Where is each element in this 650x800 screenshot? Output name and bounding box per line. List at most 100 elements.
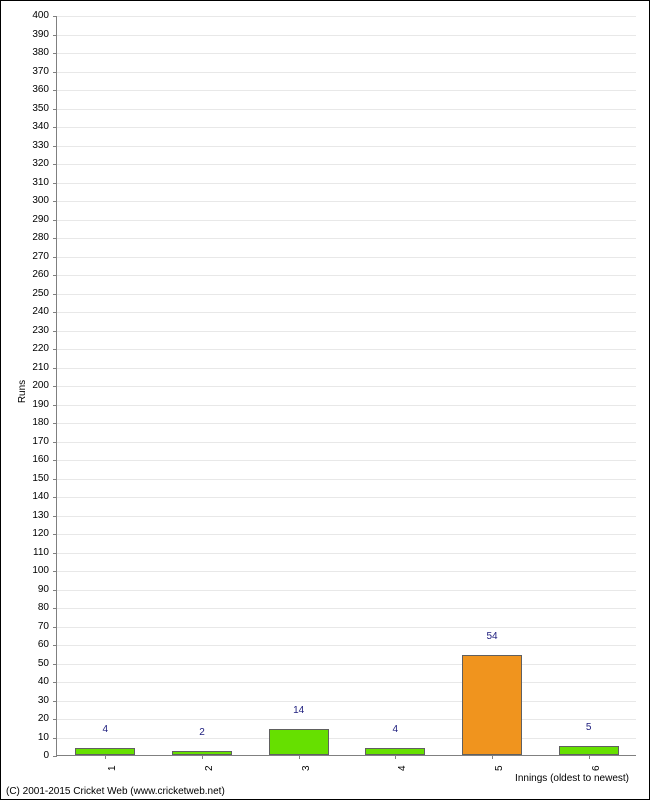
xtick-mark	[202, 755, 203, 759]
gridline	[57, 571, 636, 572]
xtick-label: 1	[107, 765, 118, 771]
xtick-label: 6	[591, 765, 602, 771]
gridline	[57, 220, 636, 221]
gridline	[57, 664, 636, 665]
ytick-label: 390	[9, 30, 49, 40]
ytick-label: 140	[9, 492, 49, 502]
bar-value-label: 4	[393, 724, 399, 735]
gridline	[57, 312, 636, 313]
gridline	[57, 349, 636, 350]
copyright-text: (C) 2001-2015 Cricket Web (www.cricketwe…	[6, 786, 225, 797]
ytick-mark	[53, 497, 57, 498]
xtick-label: 5	[494, 765, 505, 771]
gridline	[57, 35, 636, 36]
gridline	[57, 608, 636, 609]
bar-value-label: 4	[103, 724, 109, 735]
ytick-mark	[53, 423, 57, 424]
ytick-label: 60	[9, 640, 49, 650]
ytick-mark	[53, 553, 57, 554]
ytick-mark	[53, 127, 57, 128]
xtick-label: 2	[204, 765, 215, 771]
ytick-mark	[53, 238, 57, 239]
ytick-label: 190	[9, 400, 49, 410]
ytick-label: 240	[9, 307, 49, 317]
bar	[462, 655, 522, 755]
ytick-label: 120	[9, 529, 49, 539]
xtick-mark	[395, 755, 396, 759]
ytick-label: 40	[9, 677, 49, 687]
ytick-label: 360	[9, 85, 49, 95]
bar	[365, 748, 425, 755]
ytick-label: 290	[9, 215, 49, 225]
ytick-mark	[53, 257, 57, 258]
ytick-label: 260	[9, 270, 49, 280]
bar-value-label: 14	[293, 705, 304, 716]
gridline	[57, 460, 636, 461]
gridline	[57, 257, 636, 258]
ytick-mark	[53, 442, 57, 443]
ytick-mark	[53, 645, 57, 646]
ytick-mark	[53, 349, 57, 350]
gridline	[57, 16, 636, 17]
gridline	[57, 553, 636, 554]
ytick-label: 0	[9, 751, 49, 761]
ytick-label: 50	[9, 659, 49, 669]
ytick-label: 320	[9, 159, 49, 169]
gridline	[57, 368, 636, 369]
ytick-mark	[53, 534, 57, 535]
gridline	[57, 719, 636, 720]
gridline	[57, 627, 636, 628]
gridline	[57, 146, 636, 147]
ytick-label: 300	[9, 196, 49, 206]
ytick-label: 160	[9, 455, 49, 465]
ytick-label: 170	[9, 437, 49, 447]
ytick-mark	[53, 386, 57, 387]
ytick-mark	[53, 312, 57, 313]
ytick-label: 10	[9, 733, 49, 743]
gridline	[57, 109, 636, 110]
ytick-mark	[53, 331, 57, 332]
ytick-label: 80	[9, 603, 49, 613]
ytick-label: 340	[9, 122, 49, 132]
xtick-label: 3	[301, 765, 312, 771]
gridline	[57, 183, 636, 184]
ytick-mark	[53, 571, 57, 572]
ytick-mark	[53, 590, 57, 591]
gridline	[57, 238, 636, 239]
ytick-label: 350	[9, 104, 49, 114]
gridline	[57, 405, 636, 406]
ytick-mark	[53, 183, 57, 184]
gridline	[57, 386, 636, 387]
ytick-label: 380	[9, 48, 49, 58]
ytick-label: 310	[9, 178, 49, 188]
gridline	[57, 738, 636, 739]
ytick-label: 250	[9, 289, 49, 299]
gridline	[57, 701, 636, 702]
ytick-label: 330	[9, 141, 49, 151]
bar	[559, 746, 619, 755]
ytick-label: 210	[9, 363, 49, 373]
bar-value-label: 5	[586, 722, 592, 733]
ytick-label: 110	[9, 548, 49, 558]
gridline	[57, 127, 636, 128]
ytick-mark	[53, 35, 57, 36]
ytick-mark	[53, 516, 57, 517]
ytick-label: 220	[9, 344, 49, 354]
gridline	[57, 164, 636, 165]
ytick-label: 130	[9, 511, 49, 521]
ytick-mark	[53, 164, 57, 165]
ytick-mark	[53, 460, 57, 461]
gridline	[57, 534, 636, 535]
ytick-mark	[53, 109, 57, 110]
ytick-mark	[53, 368, 57, 369]
ytick-mark	[53, 294, 57, 295]
ytick-label: 90	[9, 585, 49, 595]
ytick-label: 70	[9, 622, 49, 632]
ytick-mark	[53, 664, 57, 665]
ytick-label: 200	[9, 381, 49, 391]
xtick-label: 4	[397, 765, 408, 771]
xtick-mark	[105, 755, 106, 759]
bar-value-label: 54	[486, 631, 497, 642]
gridline	[57, 516, 636, 517]
ytick-mark	[53, 53, 57, 54]
